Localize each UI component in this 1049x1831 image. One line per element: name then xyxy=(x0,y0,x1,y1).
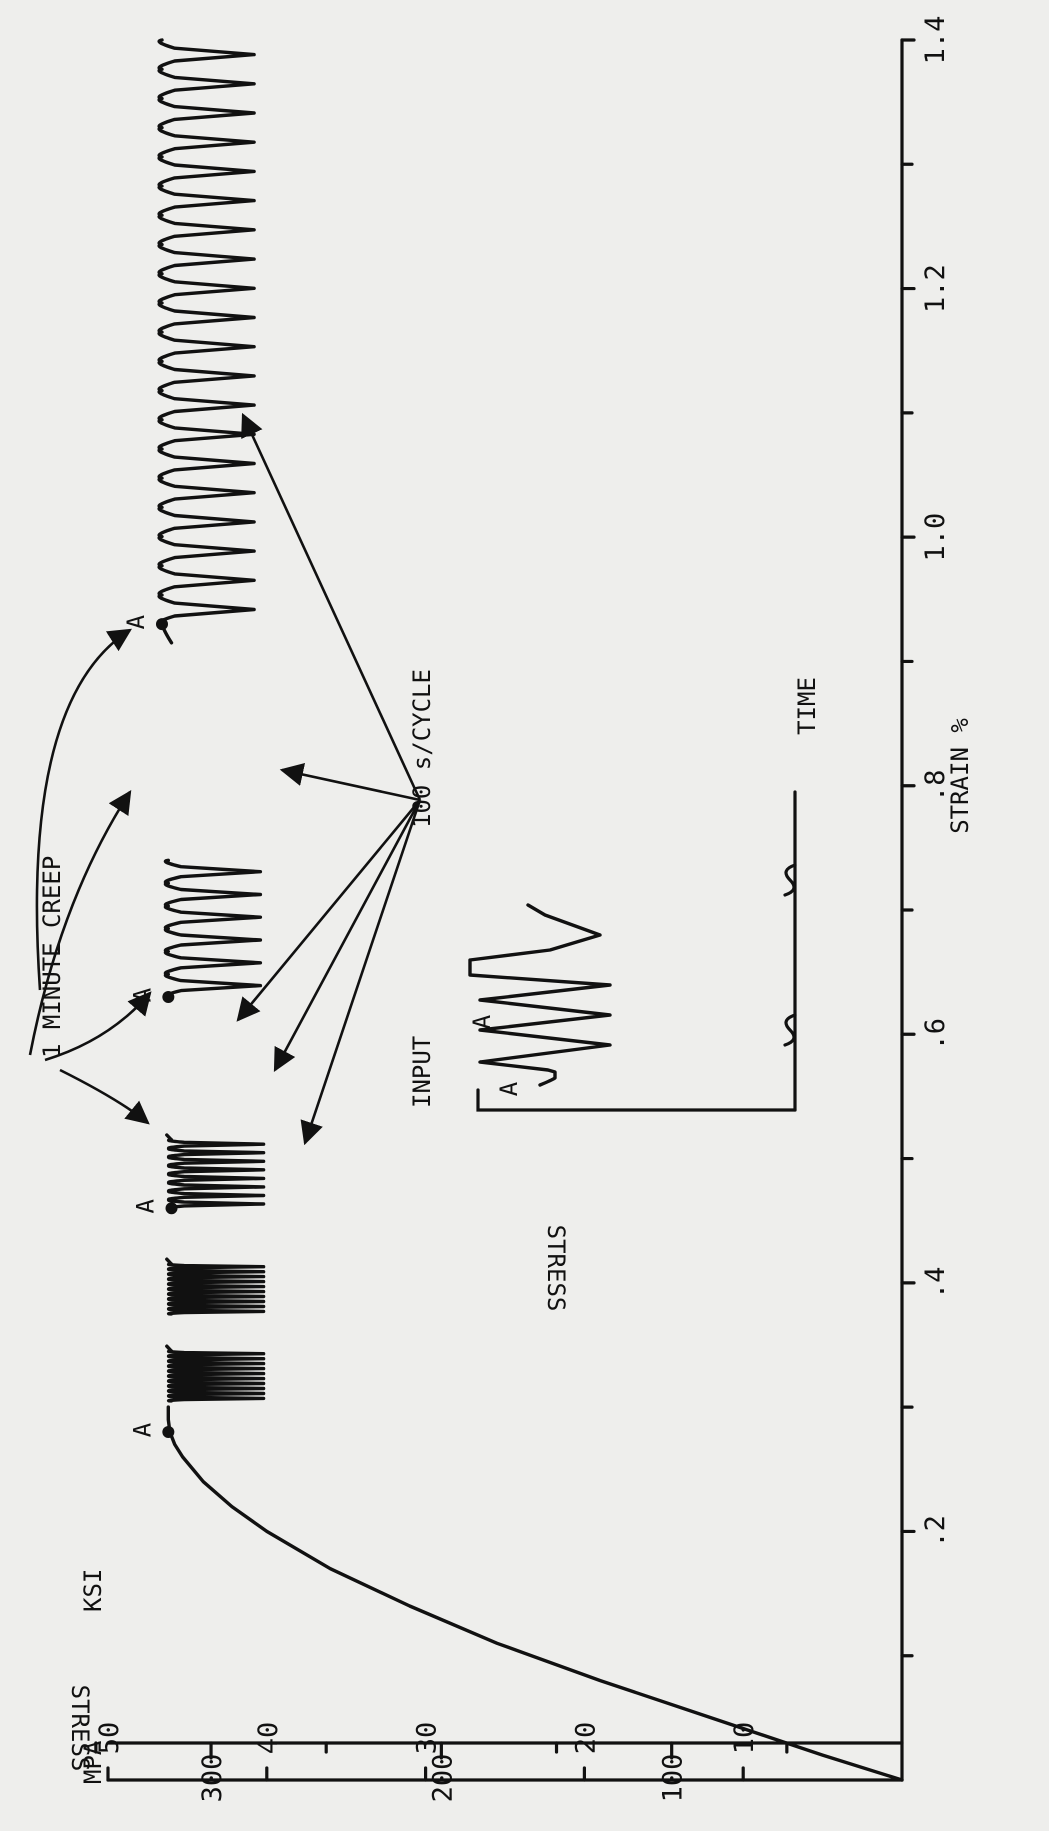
creep-arrow-3 xyxy=(59,1068,150,1125)
y-axis-label: STRESS xyxy=(66,1685,94,1772)
cycle-arrow-2 xyxy=(236,799,422,1022)
cycle-arrow-4 xyxy=(300,799,422,1146)
x-tick-label: 1.0 xyxy=(920,513,951,562)
ksi-tick-label: 20 xyxy=(570,1722,601,1755)
creep-arrow-4 xyxy=(35,628,132,991)
creep-arrow-2 xyxy=(44,991,152,1062)
cycle-block-1 xyxy=(167,1349,266,1403)
creep-point-label: A xyxy=(128,1422,156,1437)
cycle-arrow-1 xyxy=(279,763,421,802)
inset-break-2 xyxy=(783,863,797,897)
cycle-block-4 xyxy=(163,858,263,999)
inset-marker-a2: A xyxy=(468,1014,496,1029)
x-tick-label: 1.4 xyxy=(920,16,951,65)
ksi-unit-label: KSI xyxy=(79,1569,107,1612)
inset-axes xyxy=(476,1088,797,1112)
creep-point-marker xyxy=(162,1426,175,1438)
ksi-tick-label: 50 xyxy=(94,1722,125,1755)
cycle-annotation: 100 s/CYCLE xyxy=(408,669,436,828)
x-axis-label: STRAIN % xyxy=(946,718,974,834)
cycle-arrow-3 xyxy=(273,799,422,1073)
x-tick-label: 1.2 xyxy=(920,264,951,313)
creep-point-marker xyxy=(155,618,168,631)
creep-point-label: A xyxy=(122,614,150,629)
ksi-tick-label: 30 xyxy=(412,1722,443,1755)
mpa-tick-label: 300 xyxy=(197,1754,228,1803)
mpa-unit-label: MPA xyxy=(79,1740,107,1784)
ksi-tick-label: 40 xyxy=(253,1722,284,1755)
inset-group xyxy=(468,790,797,1112)
mpa-tick-label: 200 xyxy=(427,1754,458,1803)
axes-group xyxy=(106,38,904,1782)
creep-point-marker xyxy=(162,991,175,1003)
inset-time-label: TIME xyxy=(793,677,821,735)
x-tick-label: .2 xyxy=(920,1515,951,1548)
cycle-block-3 xyxy=(167,1138,266,1210)
creep-segment xyxy=(165,1344,174,1353)
x-tick-label: .8 xyxy=(920,769,951,802)
creep-point-marker xyxy=(165,1202,178,1215)
creep-point-label: A xyxy=(132,1199,160,1214)
plot-group: A A A A xyxy=(28,38,904,1782)
creep-arrow-1 xyxy=(28,790,132,1056)
x-tick-label: .4 xyxy=(920,1267,951,1300)
cycle-arrow-5 xyxy=(241,412,422,801)
inset-marker-a1: A xyxy=(495,1081,523,1096)
inset-stress-label: STRESS xyxy=(542,1225,570,1312)
creep-annotation: 1 MINUTE CREEP xyxy=(38,856,66,1058)
creep-segment xyxy=(165,1257,174,1266)
inset-waveform xyxy=(468,903,612,1087)
creep-segment xyxy=(165,1133,174,1142)
inset-input-label: INPUT xyxy=(408,1036,436,1108)
inset-break-1 xyxy=(783,1013,797,1047)
cycle-block-2 xyxy=(167,1262,266,1316)
cycle-block-5 xyxy=(157,38,256,626)
mpa-tick-label: 100 xyxy=(658,1754,689,1803)
x-tick-label: .6 xyxy=(920,1018,951,1051)
